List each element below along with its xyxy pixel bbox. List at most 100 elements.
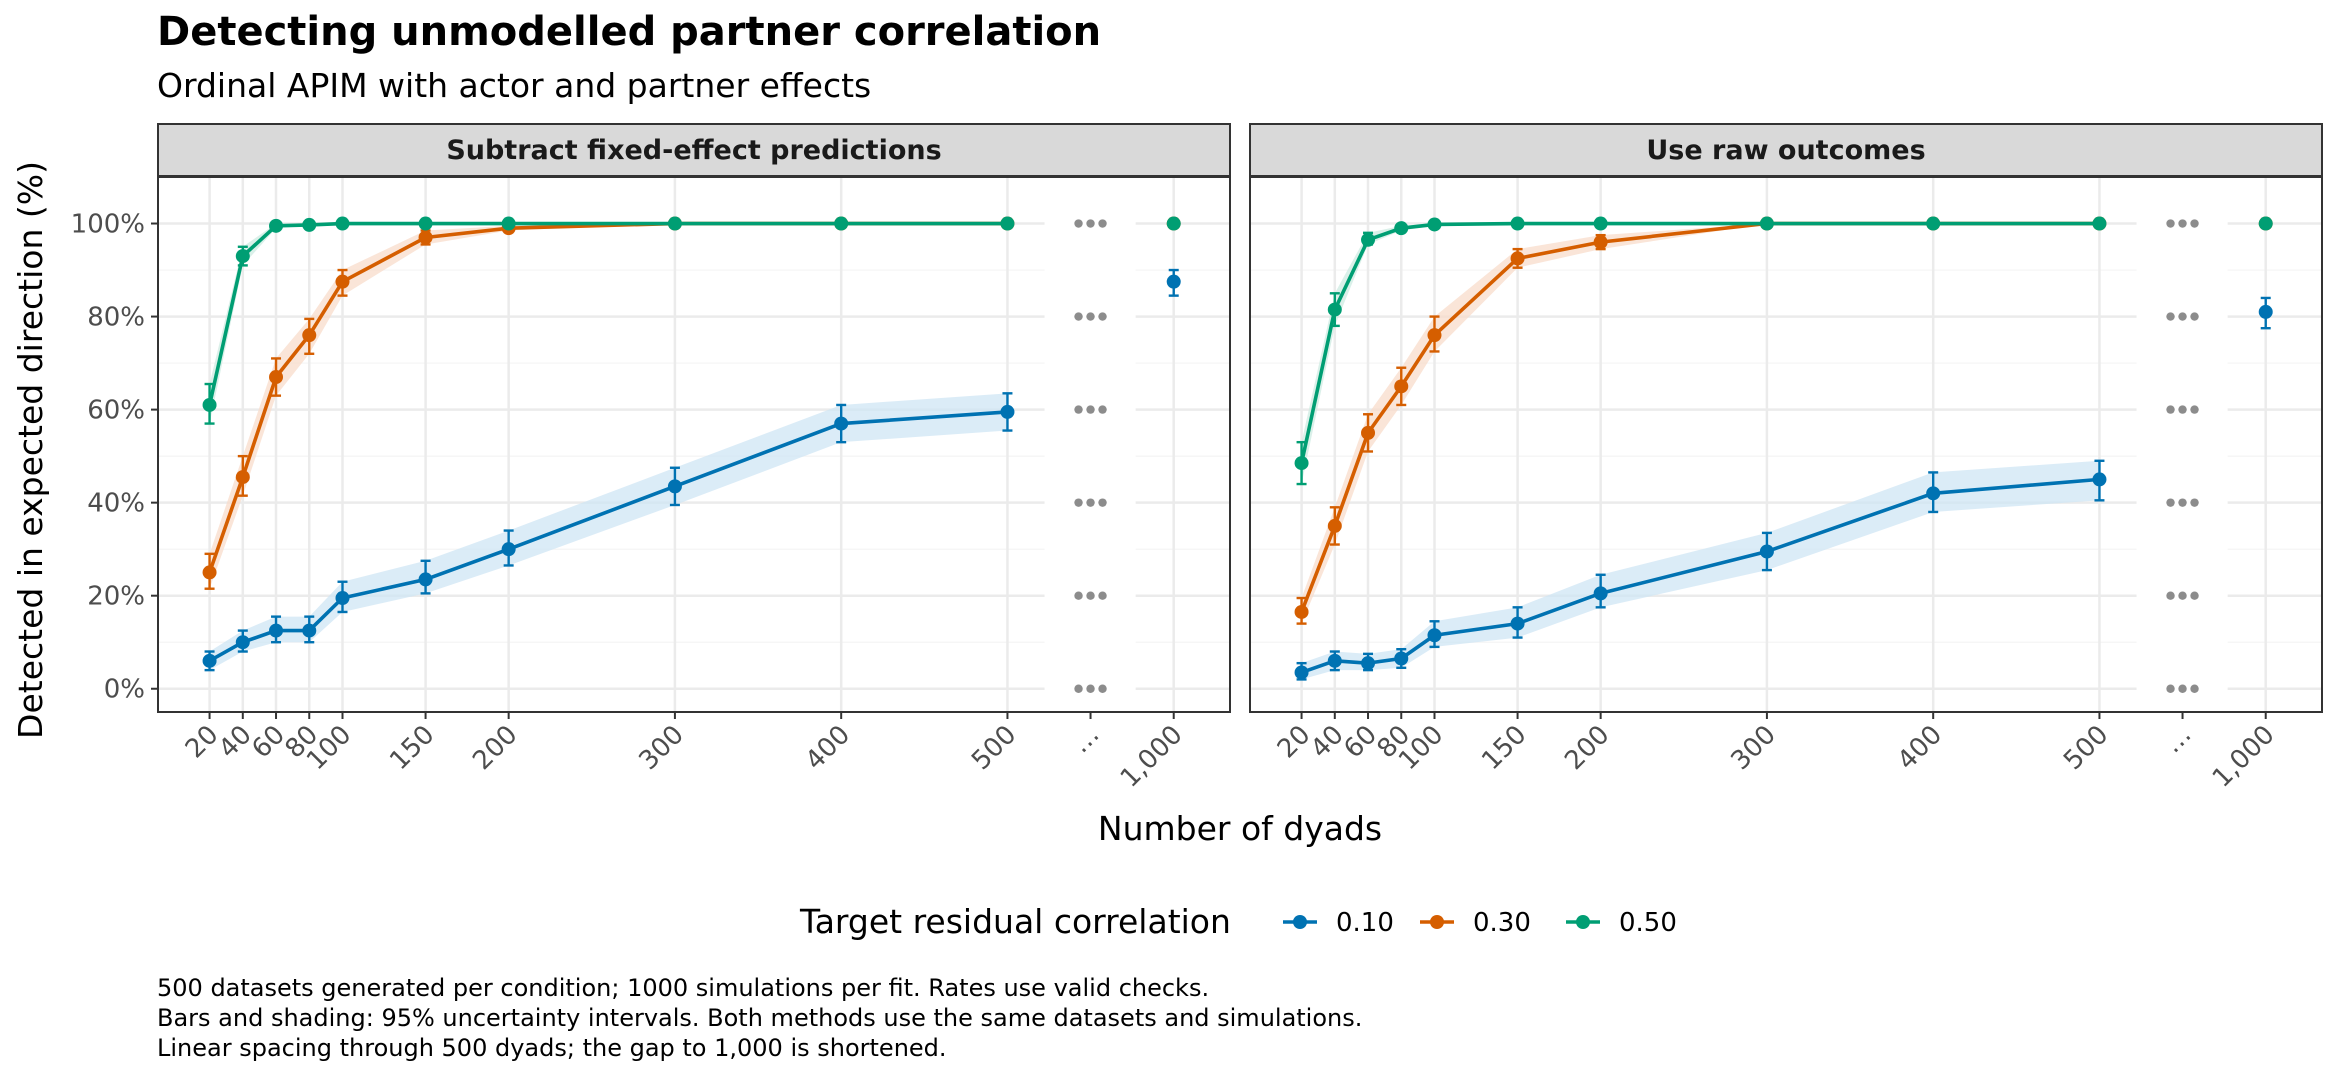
data-point [1427,217,1442,232]
data-point [335,274,350,289]
axis-break-dot [2166,684,2175,693]
legend-key-point [1576,915,1590,929]
axis-break-dot [1074,405,1083,414]
axis-break-dot [1074,312,1083,321]
data-point [2258,304,2273,319]
data-point [1926,486,1941,501]
legend: Target residual correlation 0.10 0.30 0.50 [799,902,1677,941]
axis-break-dot [1098,591,1107,600]
axis-break-dot [2166,498,2175,507]
data-point [1394,379,1409,394]
x-tick-label: … [2158,720,2198,760]
data-point [1759,216,1774,231]
series-0.50 [202,216,1181,425]
axis-break-dot [2178,405,2187,414]
y-tick-label: 0% [104,675,145,705]
data-point [1294,604,1309,619]
data-point [269,370,284,385]
x-tick-label: 400 [800,720,856,776]
x-axis-title: Number of dyads [1098,809,1382,848]
x-tick-label: 150 [1476,720,1532,776]
axis-break-dot [1074,219,1083,228]
x-tick-label: 200 [1559,720,1615,776]
plot-panels: Subtract fixed-effect predictions 0% 20% 40… [71,123,2323,794]
y-tick-label: 40% [87,489,145,519]
data-point [1327,302,1342,317]
data-point [335,591,350,606]
axis-break-dot [2190,219,2199,228]
data-point [1361,656,1376,671]
panel-strip [157,123,1231,177]
x-tick-label: 200 [467,720,523,776]
x-tick-label: 1,000 [1115,720,1189,794]
data-point [1926,216,1941,231]
data-point [235,470,250,485]
data-point [1593,216,1608,231]
series-0.10 [202,268,1181,672]
axis-break-dot [1074,498,1083,507]
series-line [207,221,1008,406]
x-tick-label: 400 [1892,720,1948,776]
data-point [1166,216,1181,231]
axis-break-dot [1086,219,1095,228]
legend-title: Target residual correlation [799,902,1231,941]
data-point [501,216,516,231]
axis-break-dot [2166,591,2175,600]
panel-strip-label: Use raw outcomes [1646,135,1925,166]
y-tick-label: 80% [87,303,145,333]
axis-break-dot [1098,684,1107,693]
data-point [1394,651,1409,666]
legend-label: 0.30 [1473,908,1531,938]
data-point [1394,221,1409,236]
x-tick-label: 300 [1726,720,1782,776]
chart-subtitle: Ordinal APIM with actor and partner effe… [157,66,871,105]
axis-break-dot [2178,219,2187,228]
axis-break-dot [2190,591,2199,600]
data-point [1361,425,1376,440]
y-tick-label: 20% [87,582,145,612]
panel-strip [1249,123,2323,177]
caption-line-2: Bars and shading: 95% uncertainty interv… [157,1004,1362,1032]
data-point [1759,544,1774,559]
y-tick-label: 100% [71,210,145,240]
panel-border [1249,176,2323,713]
series-0.50 [1294,216,2273,486]
data-point [302,328,317,343]
data-point [235,635,250,650]
x-tick-label: 500 [2058,720,2114,776]
data-point [302,623,317,638]
legend-key-point [1430,915,1444,929]
y-axis-title: Detected in expected direction (%) [11,161,50,739]
panel-strip-label: Subtract fixed-effect predictions [446,135,941,166]
data-point [202,565,217,580]
data-point [834,216,849,231]
data-point [418,216,433,231]
data-point [235,249,250,264]
series-line [1300,477,2100,675]
axis-break-band [1044,179,1136,710]
data-point [1000,404,1015,419]
data-point [418,572,433,587]
data-point [1327,518,1342,533]
data-point [1361,232,1376,247]
data-point [1166,274,1181,289]
data-point [2092,216,2107,231]
data-point [418,230,433,245]
ci-ribbon [209,393,1008,671]
axis-break-dot [2166,312,2175,321]
data-point [1294,665,1309,680]
x-tick-label: 300 [634,720,690,776]
series-0.10 [1294,296,2273,681]
legend-key-point [1293,915,1307,929]
data-point [302,217,317,232]
axis-break-dot [1086,498,1095,507]
axis-break-dot [2178,498,2187,507]
axis-break-dot [2178,684,2187,693]
x-tick-label: … [1066,720,1106,760]
data-point [1510,251,1525,266]
data-point [834,416,849,431]
series-line [208,410,1008,663]
axis-break-dot [1086,312,1095,321]
axis-break-dot [1098,405,1107,414]
